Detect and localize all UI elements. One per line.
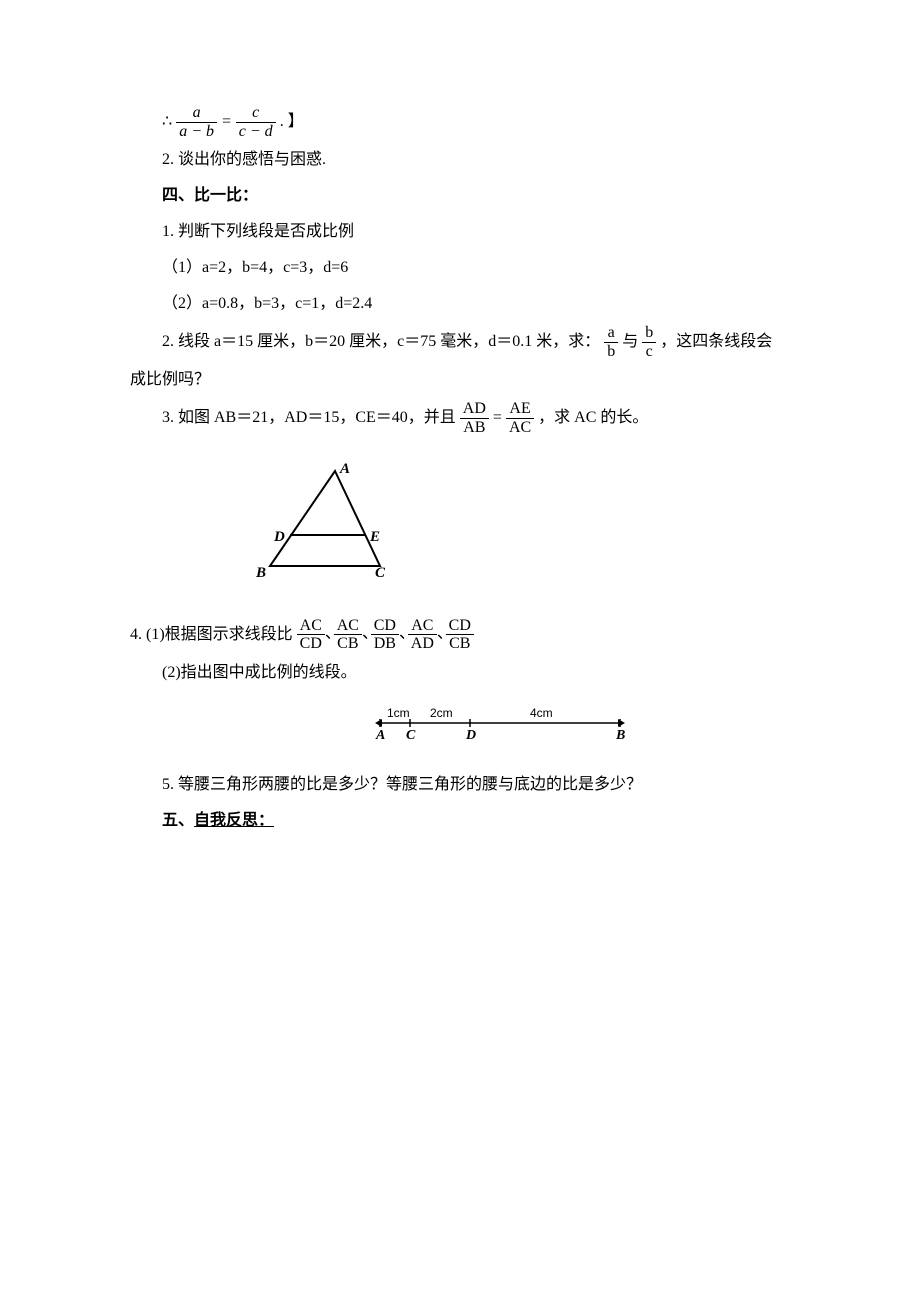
eq-sign: = <box>221 113 232 130</box>
q2-mid: 与 <box>622 333 638 350</box>
therefore-symbol: ∴ <box>162 113 172 130</box>
q4-f1: AC CD <box>297 617 325 653</box>
frac-den: CB <box>446 634 474 653</box>
frac-num: a <box>176 104 217 122</box>
q4-prefix: 4. (1)根据图示求线段比 <box>130 625 293 642</box>
label-A: A <box>339 461 350 477</box>
label-E: E <box>369 529 380 545</box>
frac-den: a − b <box>176 122 217 141</box>
frac-den: c − d <box>236 122 276 141</box>
frac-den: DB <box>371 634 399 653</box>
q2-tail: ，这四条线段会 <box>660 333 772 350</box>
frac-num: CD <box>371 617 399 635</box>
fraction-lhs: a a − b <box>176 104 217 140</box>
frac-den: AD <box>408 634 437 653</box>
q5: 5. 等腰三角形两腰的比是多少？等腰三角形的腰与底边的比是多少？ <box>162 769 800 801</box>
sec5-underline: 自我反思： <box>194 812 274 829</box>
q2-frac2: b c <box>642 324 656 360</box>
seg-len-3: 4cm <box>530 706 553 720</box>
formula-tail: . 】 <box>280 113 304 130</box>
label-B: B <box>255 565 266 581</box>
frac-num: c <box>236 104 276 122</box>
frac-num: CD <box>446 617 474 635</box>
q4-line1: 4. (1)根据图示求线段比 AC CD 、 AC CB 、 CD DB 、 A… <box>130 617 800 653</box>
frac-num: AC <box>408 617 437 635</box>
q1: 1. 判断下列线段是否成比例 <box>162 216 800 248</box>
frac-den: AB <box>460 418 489 437</box>
segment-figure: 1cm 2cm 4cm A C D B <box>370 703 630 743</box>
q4-f2: AC CB <box>334 617 362 653</box>
frac-num: AC <box>297 617 325 635</box>
frac-den: CB <box>334 634 362 653</box>
seg-label-D: D <box>465 728 476 743</box>
q2-prefix: 2. 线段 a＝15 厘米，b＝20 厘米，c＝75 毫米，d＝0.1 米，求： <box>162 333 600 350</box>
q4-f4: AC AD <box>408 617 437 653</box>
q3-suffix: ，求 AC 的长。 <box>538 409 648 426</box>
q4-f5: CD CB <box>446 617 474 653</box>
q3: 3. 如图 AB＝21，AD＝15，CE＝40，并且 AD AB = AE AC… <box>162 400 800 436</box>
q2-line2: 成比例吗？ <box>130 364 800 396</box>
label-D: D <box>273 529 285 545</box>
seg-len-1: 1cm <box>387 706 410 720</box>
frac-den: b <box>604 342 618 361</box>
label-C: C <box>375 565 386 581</box>
seg-label-A: A <box>375 728 385 743</box>
q1-sub2: （2）a=0.8，b=3，c=1，d=2.4 <box>162 288 800 320</box>
section-4-title: 四、比一比： <box>162 180 800 212</box>
fraction-rhs: c c − d <box>236 104 276 140</box>
q3-frac-lhs: AD AB <box>460 400 489 436</box>
frac-num: b <box>642 324 656 342</box>
q3-prefix: 3. 如图 AB＝21，AD＝15，CE＝40，并且 <box>162 409 456 426</box>
q3-frac-rhs: AE AC <box>506 400 534 436</box>
frac-num: AC <box>334 617 362 635</box>
frac-num: AE <box>506 400 534 418</box>
frac-num: a <box>604 324 618 342</box>
document-page: ∴ a a − b = c c − d . 】 2. 谈出你的感悟与困惑. 四、… <box>0 0 920 1302</box>
frac-den: c <box>642 342 656 361</box>
q1-sub1: （1）a=2，b=4，c=3，d=6 <box>162 252 800 284</box>
q2-line1: 2. 线段 a＝15 厘米，b＝20 厘米，c＝75 毫米，d＝0.1 米，求：… <box>162 324 800 360</box>
paragraph-2: 2. 谈出你的感悟与困惑. <box>162 144 800 176</box>
q4-f3: CD DB <box>371 617 399 653</box>
frac-den: AC <box>506 418 534 437</box>
q4-sub2: (2)指出图中成比例的线段。 <box>162 657 800 689</box>
equation-1: ∴ a a − b = c c − d . 】 <box>162 104 800 140</box>
seg-label-B: B <box>615 728 625 743</box>
frac-num: AD <box>460 400 489 418</box>
frac-den: CD <box>297 634 325 653</box>
eq-sign: = <box>493 409 502 426</box>
seg-len-2: 2cm <box>430 706 453 720</box>
sec5-prefix: 五、 <box>162 812 194 829</box>
triangle-figure: A E C B D <box>250 461 410 581</box>
section-5-title: 五、自我反思： <box>162 805 800 837</box>
q2-frac1: a b <box>604 324 618 360</box>
seg-label-C: C <box>406 728 416 743</box>
